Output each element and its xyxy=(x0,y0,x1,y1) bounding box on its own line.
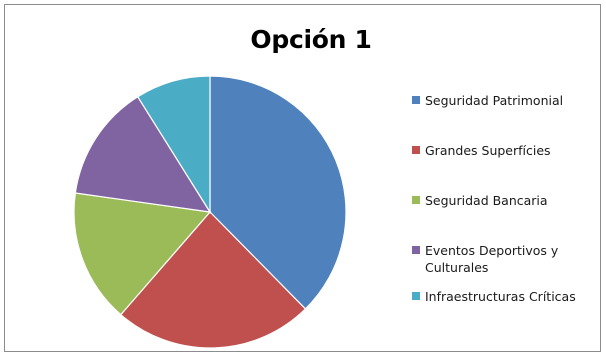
legend-item: Seguridad Bancaria xyxy=(412,192,590,209)
legend-swatch xyxy=(412,292,420,300)
legend-item: Seguridad Patrimonial xyxy=(412,92,590,109)
legend-swatch xyxy=(412,196,420,204)
legend-item: Grandes Superfícies xyxy=(412,142,590,159)
pie-chart xyxy=(73,75,347,349)
legend-label: Seguridad Bancaria xyxy=(425,193,548,208)
pie-slice-2 xyxy=(119,211,307,349)
pie-slice-3 xyxy=(73,192,212,316)
legend-item: Eventos Deportivos y Culturales xyxy=(412,242,590,276)
legend-label: Infraestructuras Críticas xyxy=(425,289,576,304)
chart-title: Opción 1 xyxy=(250,25,372,54)
legend-label: Seguridad Patrimonial xyxy=(425,93,564,108)
legend-label: Grandes Superfícies xyxy=(425,143,551,158)
legend-swatch xyxy=(412,146,420,154)
legend-swatch xyxy=(412,246,420,254)
legend-item: Infraestructuras Críticas xyxy=(412,288,590,305)
legend-label: Eventos Deportivos y Culturales xyxy=(425,243,559,275)
pie-slice-1 xyxy=(209,75,347,310)
pie-slice-5 xyxy=(136,75,211,215)
pie-slice-4 xyxy=(74,95,212,213)
legend-swatch xyxy=(412,96,420,104)
